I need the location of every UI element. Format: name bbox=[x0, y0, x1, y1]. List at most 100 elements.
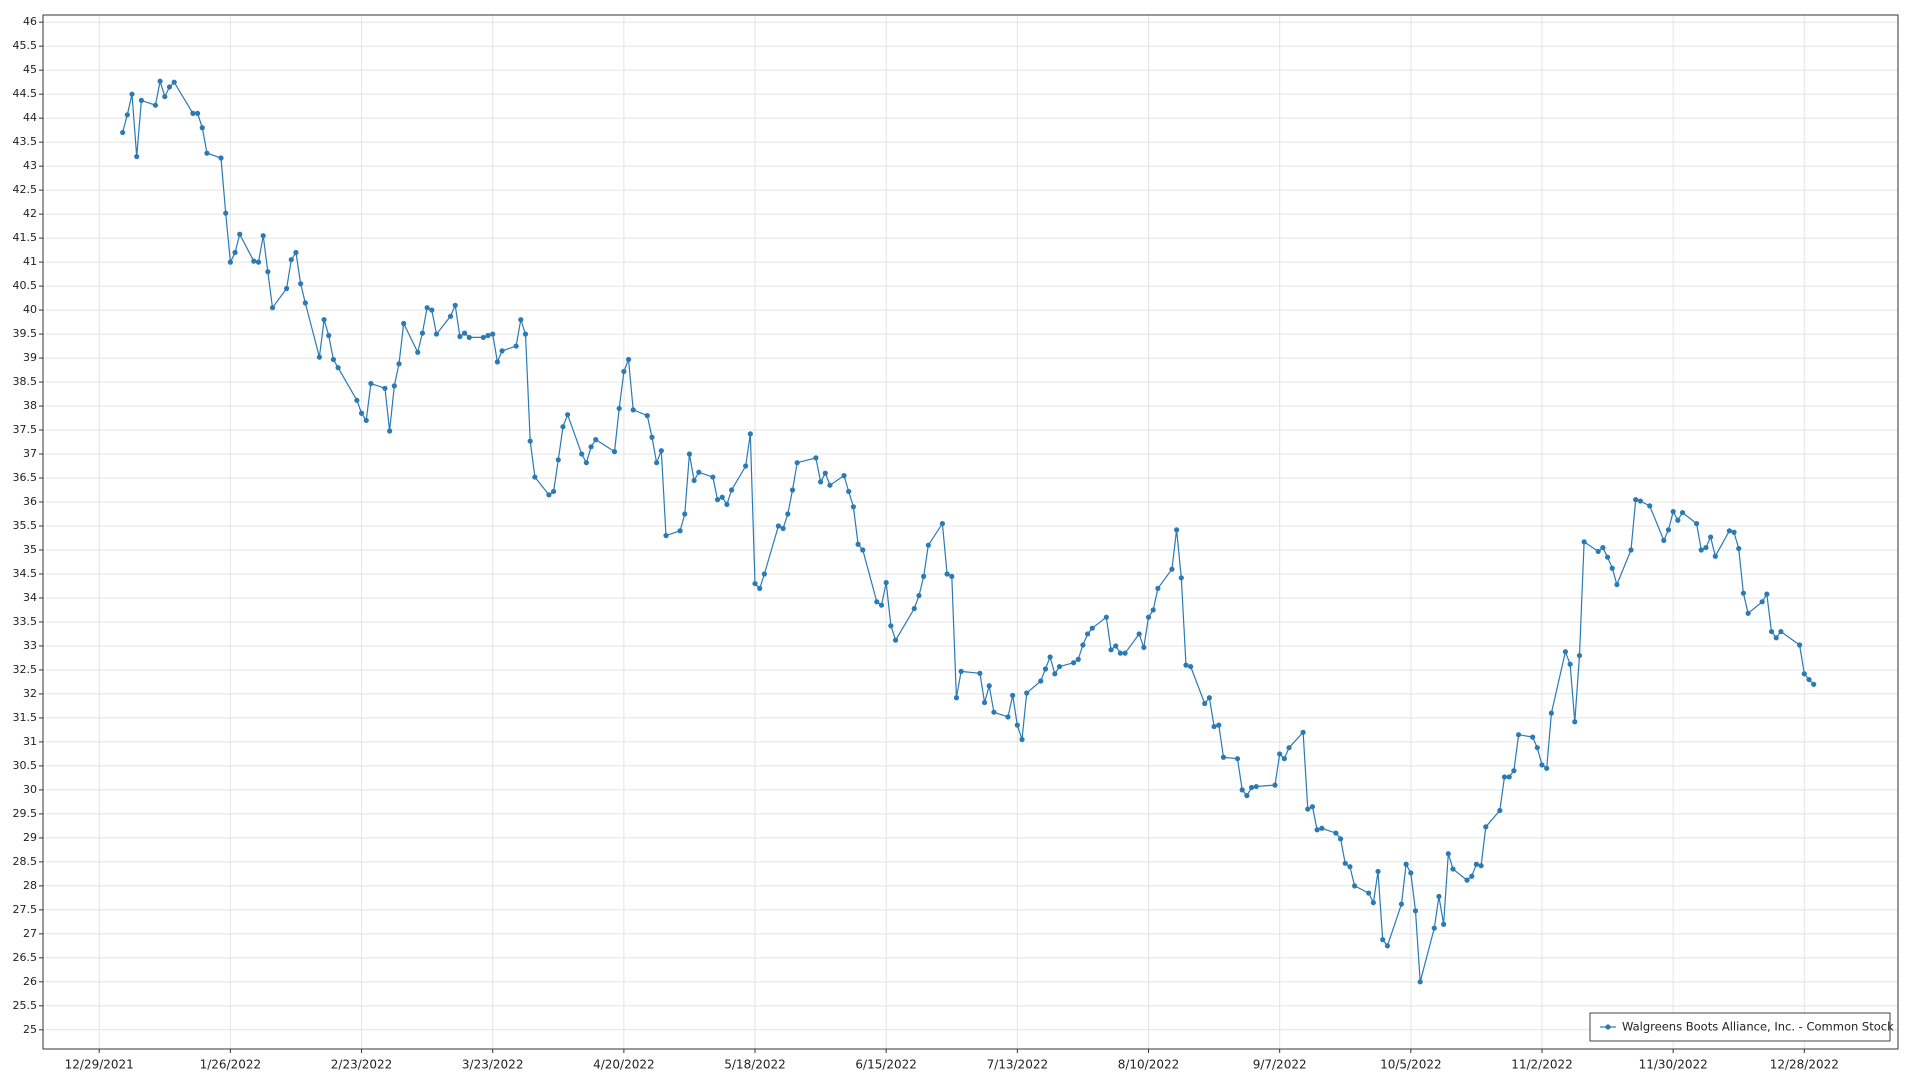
y-tick-label: 36.5 bbox=[13, 471, 38, 484]
data-point bbox=[396, 361, 402, 367]
y-tick-label: 33.5 bbox=[13, 615, 38, 628]
data-point bbox=[129, 91, 135, 97]
data-point bbox=[1637, 498, 1643, 504]
data-point bbox=[1647, 503, 1653, 509]
data-point bbox=[789, 487, 796, 493]
data-point bbox=[447, 313, 454, 319]
y-tick-label: 32 bbox=[23, 687, 37, 700]
y-tick-label: 42.5 bbox=[13, 183, 38, 196]
data-point bbox=[1693, 521, 1700, 527]
data-point bbox=[433, 331, 440, 337]
data-point bbox=[363, 417, 369, 424]
data-point bbox=[752, 580, 758, 587]
data-point bbox=[1010, 692, 1016, 698]
data-point bbox=[485, 332, 491, 339]
data-point bbox=[1478, 863, 1484, 869]
data-point bbox=[616, 405, 622, 412]
y-tick-label: 38 bbox=[23, 399, 37, 412]
data-point bbox=[354, 397, 360, 403]
data-point bbox=[1773, 635, 1779, 641]
data-point bbox=[728, 487, 735, 493]
y-tick-label: 31.5 bbox=[13, 711, 38, 724]
data-point bbox=[654, 460, 660, 466]
data-point bbox=[1038, 678, 1044, 684]
data-point bbox=[878, 602, 885, 608]
data-point bbox=[1234, 756, 1241, 762]
data-point bbox=[696, 469, 702, 475]
data-point bbox=[1024, 690, 1030, 696]
data-point bbox=[925, 542, 931, 548]
data-point bbox=[204, 150, 210, 156]
y-tick-label: 40 bbox=[23, 303, 37, 316]
data-point bbox=[1108, 647, 1114, 653]
data-point bbox=[991, 709, 997, 715]
data-point bbox=[288, 257, 294, 263]
data-point bbox=[1136, 631, 1142, 637]
data-point bbox=[611, 449, 618, 455]
data-point bbox=[358, 410, 365, 416]
data-point bbox=[1736, 545, 1742, 552]
data-point bbox=[583, 460, 589, 466]
x-tick-label: 1/26/2022 bbox=[200, 1058, 262, 1072]
x-tick-label: 8/10/2022 bbox=[1118, 1058, 1180, 1072]
data-point bbox=[134, 153, 140, 160]
y-tick-label: 41.5 bbox=[13, 231, 38, 244]
y-tick-label: 27 bbox=[23, 927, 37, 940]
y-tick-label: 25.5 bbox=[13, 999, 38, 1012]
data-point bbox=[658, 448, 664, 454]
data-point bbox=[953, 695, 960, 701]
data-point bbox=[1253, 783, 1259, 790]
data-point bbox=[124, 112, 130, 118]
data-point bbox=[677, 528, 683, 534]
data-point bbox=[1141, 644, 1147, 650]
data-point bbox=[494, 359, 500, 365]
data-point bbox=[138, 97, 144, 104]
data-point bbox=[860, 547, 866, 553]
data-point bbox=[452, 302, 458, 308]
data-point bbox=[1501, 774, 1508, 780]
data-point bbox=[335, 365, 341, 371]
data-point bbox=[1567, 661, 1573, 667]
data-point bbox=[747, 431, 753, 437]
data-point bbox=[401, 320, 407, 327]
x-tick-label: 9/7/2022 bbox=[1253, 1058, 1307, 1072]
data-point bbox=[1431, 925, 1437, 931]
data-point bbox=[532, 474, 538, 480]
data-point bbox=[1628, 547, 1634, 553]
data-point bbox=[1080, 642, 1086, 648]
data-point bbox=[1178, 575, 1184, 581]
data-point bbox=[1403, 861, 1409, 867]
data-point bbox=[1483, 824, 1489, 830]
data-point bbox=[283, 285, 290, 292]
data-point bbox=[1244, 793, 1250, 799]
data-point bbox=[293, 249, 299, 256]
data-point bbox=[255, 259, 262, 265]
data-point bbox=[330, 356, 337, 363]
data-point bbox=[1150, 607, 1156, 613]
data-point bbox=[1417, 979, 1423, 985]
data-point bbox=[1145, 614, 1152, 620]
data-point bbox=[1286, 745, 1292, 751]
data-point bbox=[298, 281, 304, 287]
data-point bbox=[1042, 666, 1049, 672]
data-point bbox=[1169, 566, 1175, 572]
data-point bbox=[1408, 870, 1414, 876]
y-tick-label: 28 bbox=[23, 879, 37, 892]
data-point bbox=[686, 451, 693, 457]
data-point bbox=[429, 307, 435, 313]
data-point bbox=[1380, 937, 1386, 943]
data-point bbox=[1075, 656, 1081, 662]
data-point bbox=[223, 210, 229, 216]
data-point bbox=[850, 504, 856, 510]
x-tick-label: 7/13/2022 bbox=[987, 1058, 1049, 1072]
y-tick-label: 39 bbox=[23, 351, 37, 364]
data-point bbox=[579, 451, 585, 457]
data-point bbox=[162, 93, 168, 100]
legend-marker bbox=[1605, 1024, 1611, 1030]
data-point bbox=[560, 424, 566, 430]
data-point bbox=[1670, 509, 1676, 515]
y-tick-label: 37 bbox=[23, 447, 37, 460]
data-point bbox=[1665, 527, 1672, 533]
data-point bbox=[1300, 729, 1306, 735]
